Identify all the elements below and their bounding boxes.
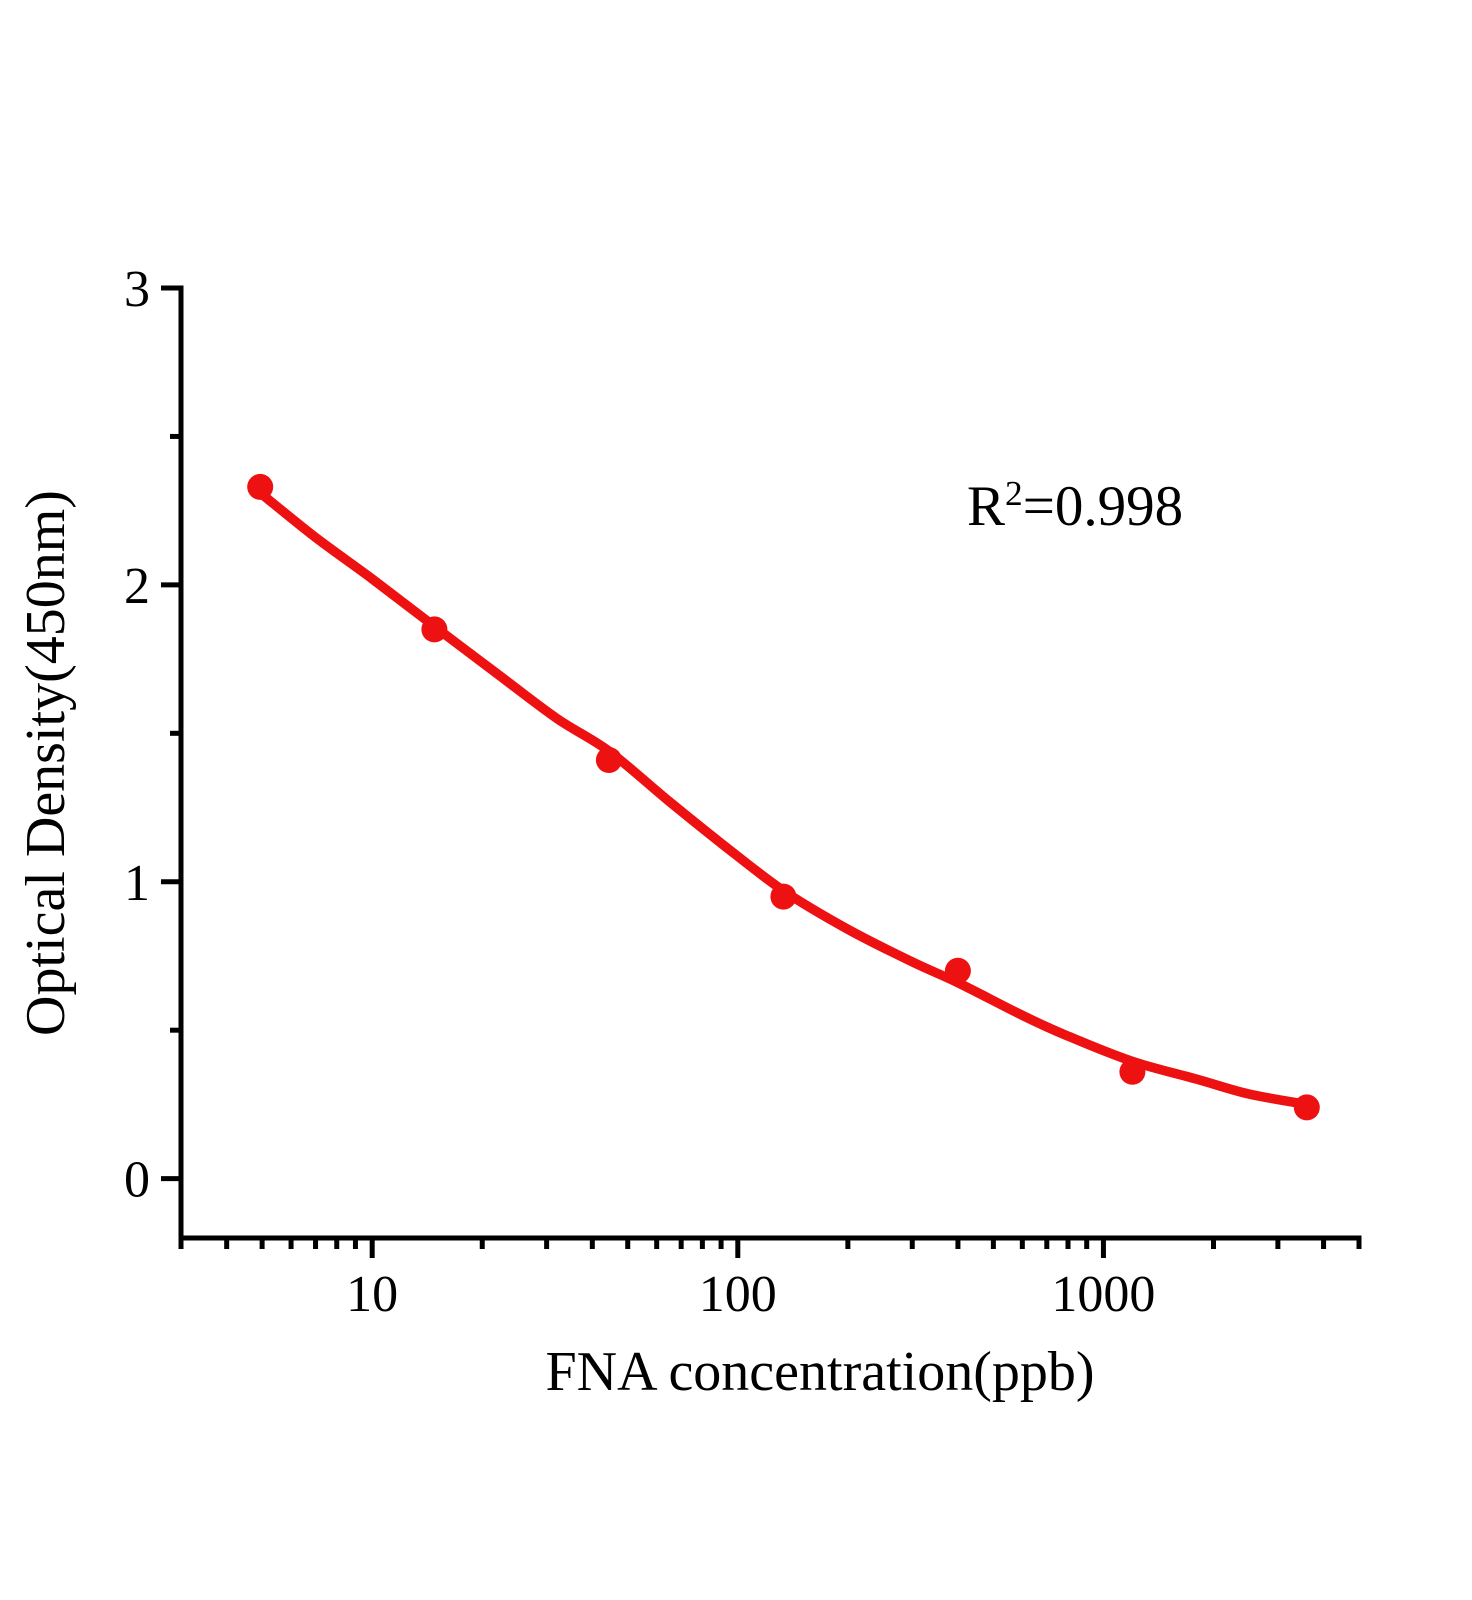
data-point [421,616,448,643]
r-squared-annotation: R2=0.998 [967,475,1184,538]
data-point [770,883,797,910]
axis-frame [178,285,1362,1241]
data-point [247,473,274,500]
fit-curve [255,488,1312,1110]
x-tick-label: 100 [699,1266,777,1323]
y-tick-label: 3 [124,261,150,318]
data-point [1293,1094,1320,1121]
data-point [944,957,971,984]
data-point [595,747,622,773]
data-point [1119,1058,1146,1085]
y-tick-label: 0 [124,1152,150,1209]
x-tick-label: 1000 [1051,1266,1155,1323]
x-tick-label: 10 [346,1266,398,1323]
r-squared-superscript: 2 [1005,474,1023,513]
r-squared-value: =0.998 [1022,475,1184,538]
r-squared-base: R [967,475,1006,538]
y-tick-label: 1 [124,855,150,912]
y-axis-title: Optical Density(450nm) [15,490,77,1036]
y-tick-label: 2 [124,558,150,615]
x-axis-title: FNA concentration(ppb) [545,1341,1095,1403]
